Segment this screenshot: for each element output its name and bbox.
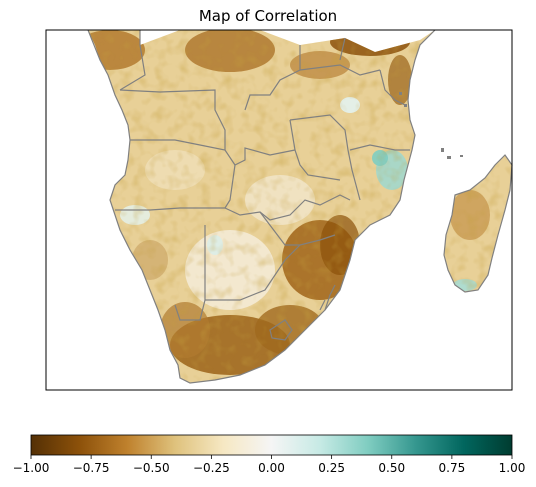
map-border [45,29,513,391]
colorbar-tick-label: 0.25 [318,461,345,475]
colorbar-tick-label: −1.00 [13,461,50,475]
country-borders [87,29,513,384]
map-title: Map of Correlation [198,7,338,25]
colorbar-tick-label: 0.75 [439,461,466,475]
colorbar-tick-label: 0.50 [378,461,405,475]
colorbar-gradient [30,434,513,456]
colorbar-tick-label: −0.25 [193,461,230,475]
colorbar-tick-label: −0.50 [133,461,170,475]
island-markers [399,92,463,159]
colorbar-tick-label: 0.00 [258,461,285,475]
colorbar-ticks: −1.00 −0.75 −0.50 −0.25 0.00 0.25 0.50 0.75 1.00 [13,455,526,475]
colorbar-tick-label: −0.75 [73,461,110,475]
colorbar-tick-label: 1.00 [499,461,526,475]
